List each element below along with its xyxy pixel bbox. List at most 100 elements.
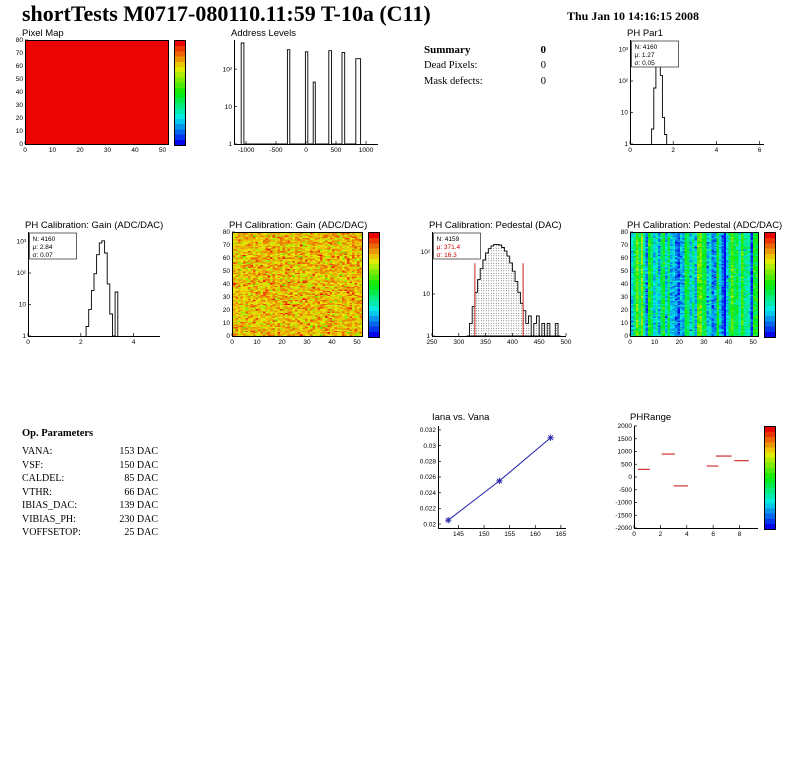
- svg-text:0.024: 0.024: [420, 490, 437, 497]
- svg-text:10³: 10³: [17, 239, 27, 246]
- svg-text:250: 250: [427, 339, 438, 346]
- svg-text:70: 70: [223, 242, 231, 249]
- summary-row-value: 0: [540, 76, 546, 87]
- svg-text:80: 80: [223, 229, 231, 236]
- svg-text:30: 30: [700, 339, 708, 346]
- svg-text:0: 0: [628, 339, 632, 346]
- ph-range-colorbar: [764, 426, 776, 530]
- op-param-row-vsf: VSF: 150 DAC: [22, 459, 158, 473]
- op-param-label: VSF:: [22, 459, 44, 471]
- op-param-label: VANA:: [22, 446, 53, 457]
- svg-text:10: 10: [621, 110, 629, 117]
- svg-text:30: 30: [303, 339, 311, 346]
- svg-text:10²: 10²: [17, 270, 27, 277]
- svg-text:50: 50: [223, 268, 231, 275]
- summary-block: Summary 0 Dead Pixels: 0 Mask defects: 0: [424, 42, 546, 90]
- pixel-map-chart: 0 10 20 30 40 50 0 10 20 30 40 50 60 70 80: [16, 37, 169, 154]
- svg-text:20: 20: [76, 147, 84, 154]
- panel-ph-gain-map: PH Calibration: Gain (ADC/DAC) 0 10 20 30 40…: [208, 220, 396, 352]
- op-param-row-caldel: CALDEL: 85 DAC: [22, 472, 158, 486]
- iana-vs-vana-chart: 145 150 155 160 165 0.02 0.022 0.024 0.026 0.028 0…: [420, 426, 567, 538]
- svg-text:0.032: 0.032: [420, 427, 437, 434]
- panel-ph-pedestal-map: PH Calibration: Pedestal (ADC/DAC) 0 10 20…: [604, 220, 796, 352]
- op-param-value: 230 DAC: [119, 513, 158, 525]
- svg-text:6: 6: [711, 531, 715, 538]
- svg-text:10: 10: [49, 147, 57, 154]
- svg-text:40: 40: [328, 339, 336, 346]
- ph-pedestal-map-bitmap: [631, 233, 758, 336]
- summary-header-row: Summary 0: [424, 42, 546, 58]
- plot-title-ph-pedestal-hist: PH Calibration: Pedestal (DAC): [429, 220, 562, 231]
- op-param-label: VIBIAS_PH:: [22, 513, 76, 525]
- svg-text:-500: -500: [269, 147, 282, 154]
- svg-text:20: 20: [278, 339, 286, 346]
- page-title: shortTests M0717-080110.11:59 T-10a (C11…: [22, 1, 431, 26]
- svg-text:0.026: 0.026: [420, 474, 437, 481]
- summary-total-value: 0: [540, 44, 547, 56]
- svg-text:σ: 0.05: σ: 0.05: [635, 60, 656, 67]
- svg-text:σ: 0.07: σ: 0.07: [33, 252, 54, 259]
- svg-text:0.022: 0.022: [420, 506, 437, 513]
- svg-text:10: 10: [19, 302, 27, 309]
- ph-pedestal-map-chart: 0 10 20 30 40 50 0 10 20 30 40 50 60 70 80: [621, 229, 759, 346]
- panel-ph-gain-hist: PH Calibration: Gain (ADC/DAC) 0 2 4 1 10 10²…: [4, 220, 164, 352]
- svg-text:-1500: -1500: [615, 512, 632, 519]
- svg-text:30: 30: [104, 147, 112, 154]
- svg-text:0: 0: [226, 333, 230, 340]
- op-param-label: VTHR:: [22, 486, 52, 498]
- svg-text:10: 10: [621, 320, 629, 327]
- plot-title-ph-gain-hist: PH Calibration: Gain (ADC/DAC): [25, 220, 164, 231]
- summary-row-label: Dead Pixels:: [424, 60, 478, 71]
- svg-text:1000: 1000: [359, 147, 374, 154]
- svg-text:50: 50: [621, 268, 629, 275]
- svg-text:500: 500: [331, 147, 342, 154]
- summary-row-label: Mask defects:: [424, 76, 483, 87]
- summary-row-value: 0: [540, 60, 546, 71]
- svg-text:165: 165: [555, 531, 566, 538]
- svg-text:10: 10: [651, 339, 659, 346]
- svg-text:70: 70: [621, 242, 629, 249]
- op-param-label: CALDEL:: [22, 473, 65, 484]
- svg-text:10: 10: [225, 104, 233, 111]
- svg-text:2000: 2000: [618, 423, 633, 430]
- op-param-value: 25 DAC: [124, 527, 158, 538]
- svg-text:500: 500: [621, 461, 632, 468]
- svg-text:2: 2: [659, 531, 663, 538]
- svg-text:0: 0: [304, 147, 308, 154]
- plot-title-ph-range: PHRange: [630, 412, 672, 423]
- svg-text:0: 0: [230, 339, 234, 346]
- svg-text:0: 0: [628, 474, 632, 481]
- pixel-map-colorbar: [174, 40, 186, 146]
- svg-text:145: 145: [453, 531, 464, 538]
- svg-text:1: 1: [22, 333, 26, 340]
- svg-text:1: 1: [426, 333, 430, 340]
- svg-text:400: 400: [507, 339, 518, 346]
- svg-text:10: 10: [16, 128, 24, 135]
- op-parameters-title: Op. Parameters: [22, 428, 94, 439]
- svg-text:10: 10: [423, 291, 431, 298]
- svg-text:N: 4160: N: 4160: [635, 44, 658, 51]
- svg-text:30: 30: [621, 294, 629, 301]
- panel-ph-pedestal-hist: PH Calibration: Pedestal (DAC) 250 300 350…: [408, 220, 572, 352]
- svg-text:μ: 1.27: μ: 1.27: [635, 52, 655, 59]
- svg-text:500: 500: [561, 339, 572, 346]
- panel-ph-range: PHRange 0 2 4 6 8 -2000 -1500 -1000 -500 0 500 1000…: [604, 412, 796, 544]
- op-param-row-ibias-dac: IBIAS_DAC: 139 DAC: [22, 499, 158, 513]
- plot-title-ph-pedestal-map: PH Calibration: Pedestal (ADC/DAC): [627, 220, 783, 231]
- svg-text:μ: 371.4: μ: 371.4: [437, 244, 461, 251]
- svg-text:50: 50: [353, 339, 361, 346]
- svg-text:1500: 1500: [618, 436, 633, 443]
- op-param-value: 85 DAC: [124, 473, 158, 484]
- svg-text:40: 40: [725, 339, 733, 346]
- summary-row-mask-defects: Mask defects: 0: [424, 74, 546, 90]
- svg-text:6: 6: [758, 147, 762, 154]
- op-param-value: 150 DAC: [119, 459, 158, 471]
- svg-text:50: 50: [749, 339, 757, 346]
- pixel-map-bitmap: [26, 41, 168, 144]
- svg-text:σ: 16.3: σ: 16.3: [437, 252, 458, 259]
- svg-text:-2000: -2000: [615, 525, 632, 532]
- svg-text:150: 150: [479, 531, 490, 538]
- svg-text:8: 8: [738, 531, 742, 538]
